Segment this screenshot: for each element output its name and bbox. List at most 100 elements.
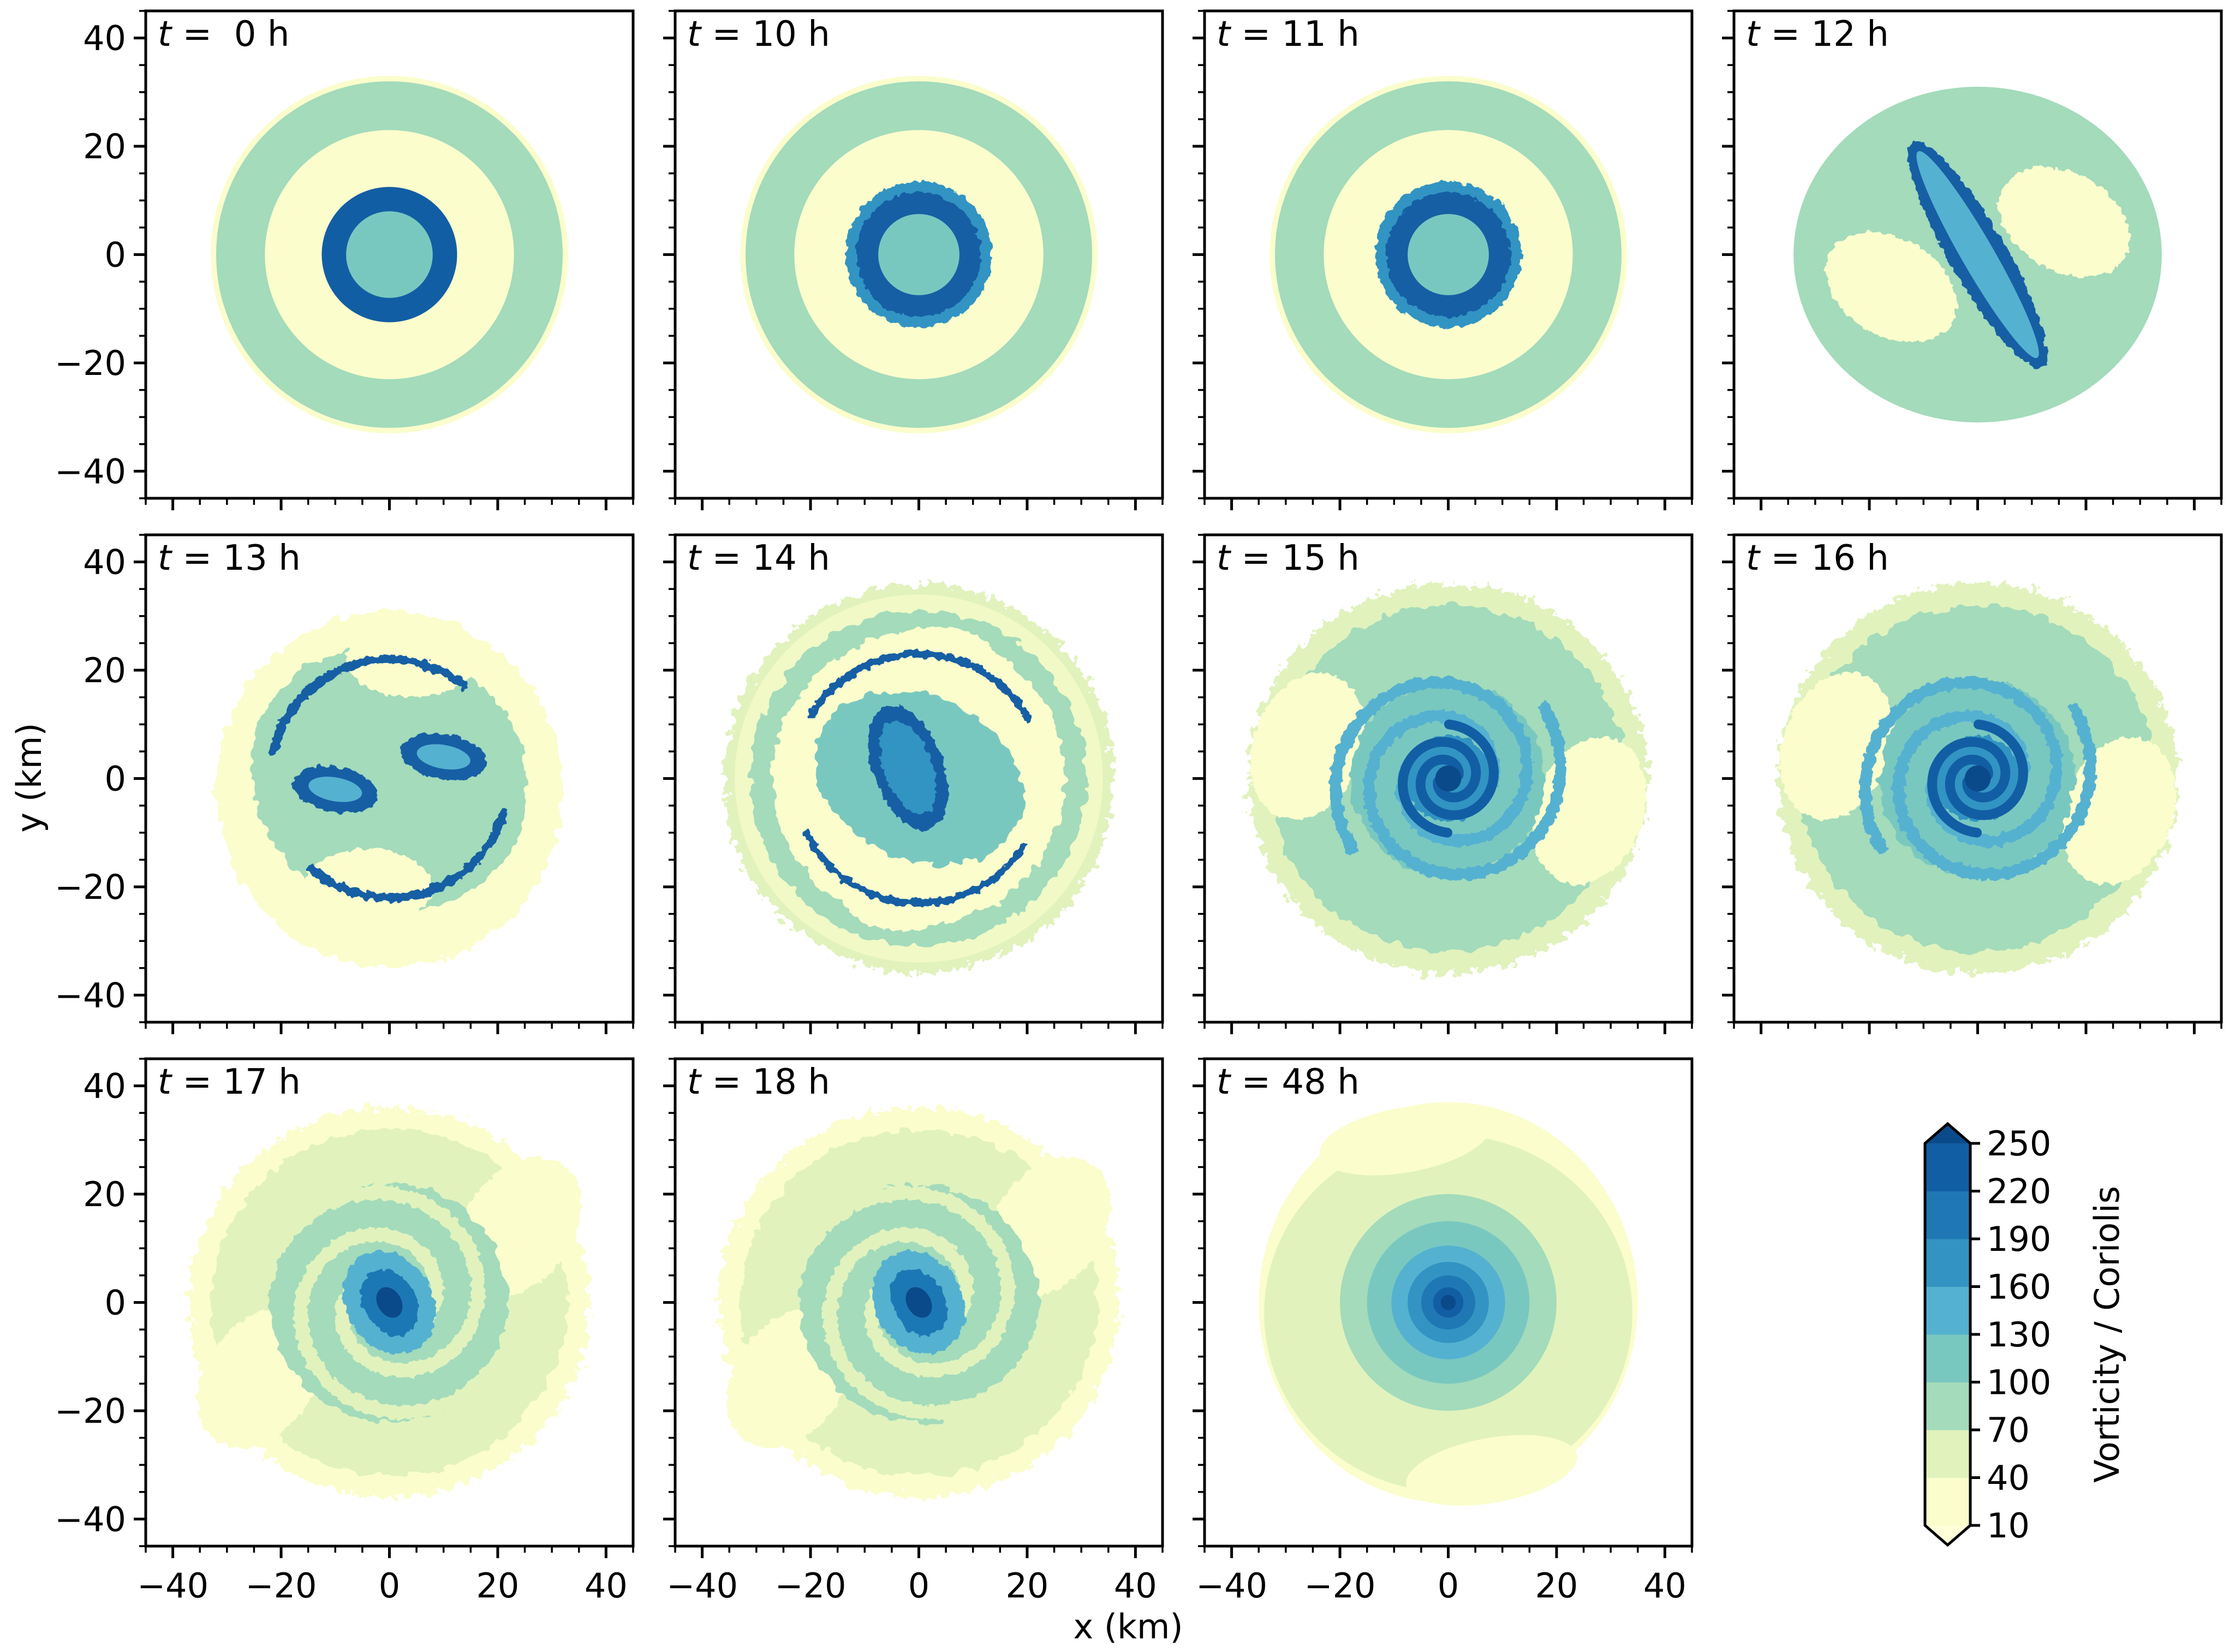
contour-level — [879, 721, 937, 814]
contour-level — [1998, 167, 2130, 277]
colorbar-bin — [1925, 1143, 1970, 1191]
panel-time-label: t = 17 h — [158, 1062, 301, 1102]
vorticity-filament — [803, 830, 1027, 907]
contour-level — [875, 627, 995, 692]
contour-level — [308, 777, 362, 802]
panel-time-label: t = 13 h — [158, 538, 301, 579]
vorticity-field — [1248, 583, 1649, 974]
vorticity-field — [211, 76, 568, 433]
axis-ticks — [1722, 534, 2222, 1034]
x-tick-label: 0 — [908, 1566, 929, 1606]
axis-ticks — [134, 10, 634, 510]
contour-level — [1408, 214, 1489, 295]
contour-level — [346, 211, 433, 298]
contour-level — [302, 849, 433, 925]
contour-level — [376, 1287, 403, 1318]
vorticity-filament — [307, 807, 509, 902]
contour-level — [416, 744, 470, 770]
x-tick-label: 40 — [585, 1566, 628, 1606]
panel-time-label: t = 11 h — [1217, 14, 1360, 55]
subplot: −40 −20 0 20 40 t = 13 h — [55, 533, 635, 1034]
subplot: t = 15 h — [1193, 533, 1694, 1034]
subplot: −40 −20 0 20 40 −40 −20 0 20 40 t = 17 h — [55, 1057, 635, 1606]
y-tick-label: 20 — [83, 651, 126, 690]
y-tick-label: 0 — [105, 235, 126, 275]
y-axis-label: y (km) — [9, 723, 49, 832]
contour-level — [1440, 1295, 1456, 1310]
colorbar-bin — [1925, 1286, 1970, 1335]
vorticity-field — [216, 610, 563, 968]
colorbar-bin — [1925, 1191, 1970, 1239]
subplot: t = 14 h — [663, 533, 1164, 1034]
y-tick-label: 0 — [105, 1283, 126, 1323]
colorbar-bin — [1925, 1382, 1970, 1430]
vorticity-filament — [808, 650, 1032, 723]
x-axis-label: x (km) — [1073, 1607, 1183, 1647]
colorbar-tick-label: 160 — [1987, 1267, 2051, 1307]
panel-time-label: t = 16 h — [1746, 538, 1889, 579]
x-tick-label: −20 — [775, 1566, 847, 1606]
panel-time-label: t = 48 h — [1217, 1062, 1360, 1102]
y-tick-label: 40 — [83, 19, 126, 58]
y-tick-label: 40 — [83, 1066, 126, 1106]
x-tick-label: −20 — [246, 1566, 317, 1606]
vorticity-field — [1259, 1102, 1638, 1506]
contour-level — [1319, 1105, 1491, 1176]
colorbar-label: Vorticity / Coriolis — [2087, 1186, 2127, 1483]
y-tick-label: 40 — [83, 542, 126, 582]
y-tick-label: −20 — [55, 867, 126, 907]
vorticity-filament — [1927, 737, 2011, 838]
subplot: t = 11 h — [1193, 9, 1694, 510]
colorbar: 10 40 70 100 130 160 190 220 250 Vorticity / Cori… — [1923, 1122, 2127, 1547]
x-tick-label: −40 — [1196, 1566, 1267, 1606]
y-tick-label: 20 — [83, 127, 126, 166]
vorticity-filament — [1945, 719, 2028, 820]
colorbar-bin — [1925, 1239, 1970, 1287]
y-tick-label: −40 — [55, 975, 126, 1015]
axis-ticks — [663, 534, 1164, 1034]
subplot: −40 −20 0 20 40 t = 0 h — [55, 9, 635, 510]
axis-ticks — [663, 1058, 1164, 1558]
vorticity-filament — [1398, 737, 1481, 838]
x-tick-label: 20 — [1535, 1566, 1578, 1606]
contour-level — [251, 646, 528, 911]
y-tick-label: −40 — [55, 1499, 126, 1539]
subplot: t = 16 h — [1722, 533, 2223, 1034]
x-tick-label: 20 — [476, 1566, 519, 1606]
colorbar-tick-label: 220 — [1987, 1172, 2051, 1212]
subplot: −40 −20 0 20 40 t = 48 h — [1193, 1057, 1694, 1606]
panel-time-label: t = 18 h — [687, 1062, 830, 1102]
axis-ticks — [134, 1058, 634, 1558]
vorticity-field — [1793, 86, 2162, 423]
x-tick-label: −40 — [666, 1566, 738, 1606]
y-tick-label: 20 — [83, 1174, 126, 1214]
colorbar-tick-label: 190 — [1987, 1219, 2051, 1259]
vorticity-field — [724, 583, 1114, 974]
contour-level — [878, 214, 959, 295]
vorticity-filament — [1415, 719, 1499, 820]
contour-level — [1964, 765, 1991, 792]
panel-time-label: t = 14 h — [687, 538, 830, 579]
contour-level — [1825, 232, 1957, 342]
panel-time-label: t = 0 h — [158, 14, 289, 55]
colorbar-bin — [1925, 1477, 1970, 1526]
contour-level — [1406, 1435, 1577, 1506]
colorbar-tick-label: 40 — [1987, 1458, 2030, 1498]
colorbar-tick-label: 10 — [1987, 1506, 2030, 1546]
axis-ticks — [1193, 10, 1693, 510]
axis-ticks — [663, 10, 1164, 510]
colorbar-extend-max — [1925, 1124, 1970, 1143]
contour-level — [905, 1287, 932, 1318]
x-tick-label: 20 — [1005, 1566, 1048, 1606]
subplot: t = 10 h — [663, 9, 1164, 510]
colorbar-bin — [1925, 1430, 1970, 1478]
vorticity-field — [1270, 76, 1627, 433]
axis-ticks — [1193, 1058, 1693, 1558]
axis-ticks — [134, 534, 634, 1034]
axis-ticks — [1722, 10, 2222, 510]
y-tick-label: −20 — [55, 343, 126, 383]
y-tick-label: −40 — [55, 451, 126, 491]
y-tick-label: −20 — [55, 1391, 126, 1431]
vorticity-field — [1777, 583, 2178, 974]
